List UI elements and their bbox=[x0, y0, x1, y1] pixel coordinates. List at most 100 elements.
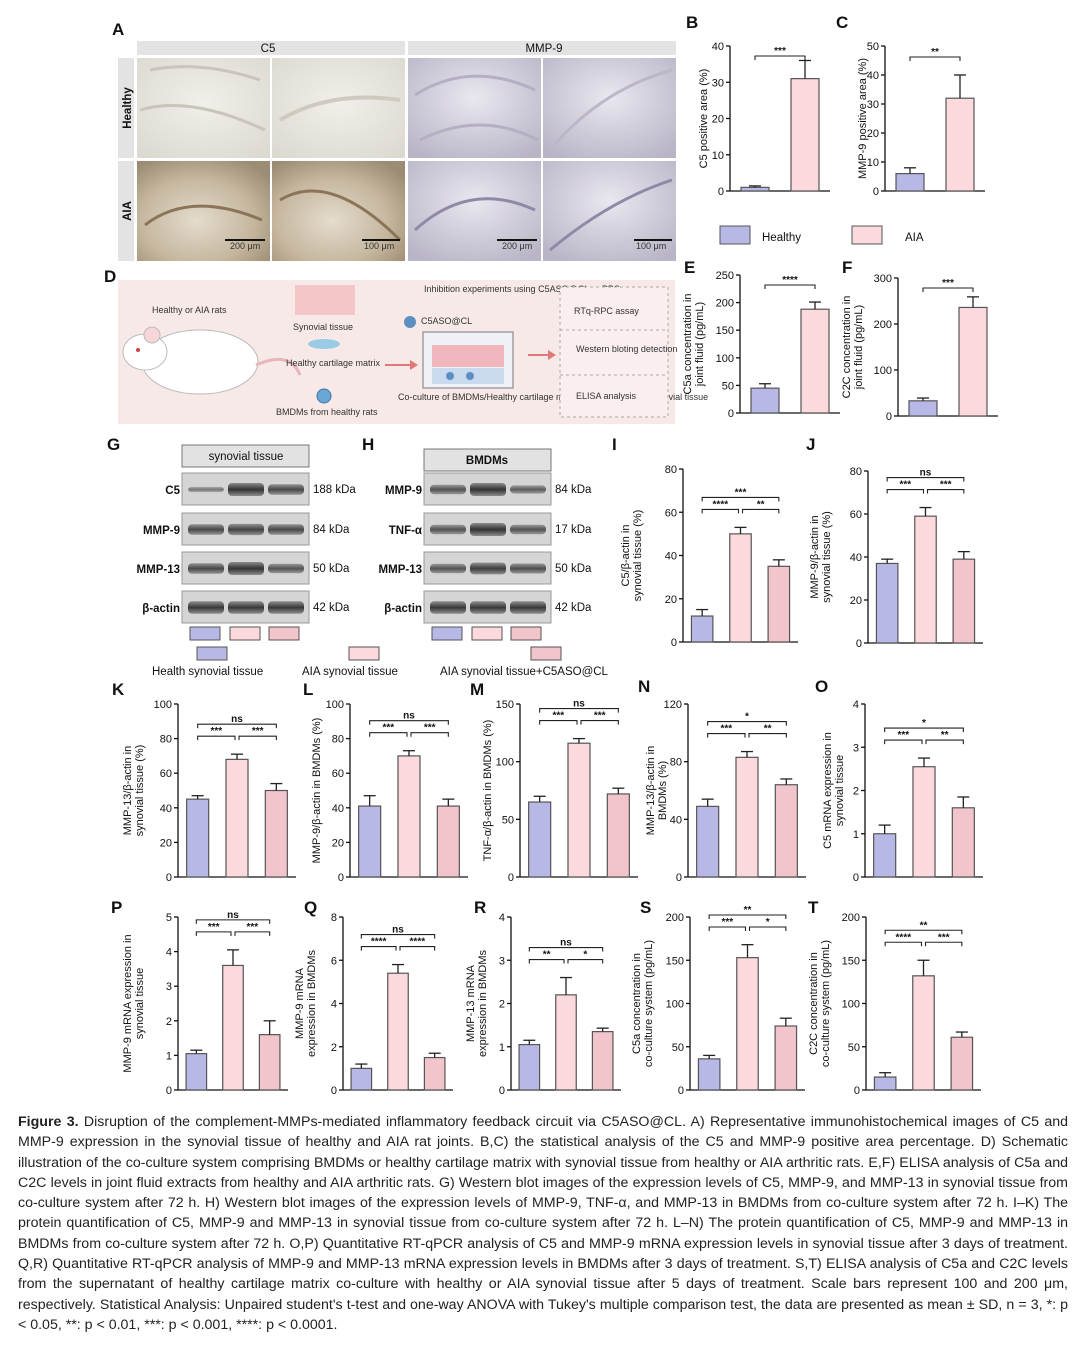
blot-header-label: BMDMs bbox=[466, 455, 508, 467]
panel-label-k: K bbox=[112, 680, 125, 699]
y-tick-label: 0 bbox=[338, 872, 344, 884]
y-tick-label: 0 bbox=[671, 637, 677, 649]
bar bbox=[873, 833, 897, 878]
significance-label: *** bbox=[252, 726, 264, 737]
header-bar-c5 bbox=[137, 41, 405, 55]
y-axis-label: C5/β-actin in bbox=[620, 525, 632, 587]
scale-bar-label: 100 μm bbox=[636, 241, 666, 251]
y-tick-label: 0 bbox=[718, 186, 724, 198]
significance-label: ** bbox=[941, 730, 949, 741]
chart-e: E 0 50 100 150 200 250 C5a concentration in join… bbox=[682, 258, 840, 420]
blot-band bbox=[430, 601, 466, 614]
panel-a: A C5 MMP-9 Healthy AIA 200 μm bbox=[112, 20, 676, 261]
significance-label: *** bbox=[382, 723, 394, 734]
chart-o: O 0 1 2 3 4 C5 mRNA expression in synovial tiss… bbox=[815, 677, 983, 884]
y-axis-label: co-culture system (pg/mL) bbox=[820, 940, 832, 1067]
y-tick-label: 0 bbox=[853, 872, 859, 884]
y-tick-label: 50 bbox=[672, 1042, 684, 1054]
bar bbox=[528, 801, 552, 878]
synovial-tissue-image bbox=[295, 285, 355, 315]
blot-band bbox=[268, 524, 304, 535]
y-axis-label: MMP-9/β-actin in BMDMs (%) bbox=[311, 718, 323, 864]
y-tick-label: 40 bbox=[665, 551, 677, 563]
chart-c: C 0 10 20 30 40 50 MMP-9 positive area (%) ** bbox=[836, 13, 985, 198]
significance-bracket bbox=[707, 733, 746, 738]
y-tick-label: 1 bbox=[499, 1042, 505, 1054]
label-synovial: Synovial tissue bbox=[293, 322, 353, 332]
bar bbox=[912, 766, 936, 878]
y-tick-label: 40 bbox=[160, 803, 172, 815]
y-axis-label: synovial tissue bbox=[134, 968, 146, 1040]
significance-bracket bbox=[884, 941, 923, 947]
y-axis-label: co-culture system (pg/mL) bbox=[643, 940, 655, 1067]
significance-bracket bbox=[707, 721, 787, 726]
y-tick-label: 2 bbox=[853, 786, 859, 798]
blot-band bbox=[510, 524, 546, 535]
bar bbox=[952, 558, 976, 644]
significance-label: *** bbox=[424, 723, 436, 734]
y-tick-label: 200 bbox=[874, 319, 892, 331]
label-assay-elisa: ELISA analysis bbox=[576, 391, 637, 401]
bar bbox=[945, 97, 975, 192]
y-tick-label: 20 bbox=[850, 595, 862, 607]
legend-swatch-healthy bbox=[719, 225, 751, 245]
panel-g: G synovial tissue C5 188 kDa MMP-9 84 kDa MM… bbox=[107, 435, 356, 624]
arrowhead-icon bbox=[410, 360, 418, 370]
chart-q: Q 0 2 4 6 8 MMP-9 mRNA expression in BMDMs ns ***… bbox=[294, 898, 453, 1097]
y-axis-label: TNF-α/β-actin in BMDMs (%) bbox=[482, 720, 494, 862]
scale-bar-label: 200 μm bbox=[502, 241, 532, 251]
blot-band bbox=[188, 486, 224, 493]
significance-bracket bbox=[884, 929, 963, 935]
legend-swatch-aia bbox=[851, 225, 883, 245]
bar bbox=[606, 793, 630, 878]
y-axis-label: joint fluid (pg/mL) bbox=[853, 305, 865, 390]
y-tick-label: 0 bbox=[331, 1085, 337, 1097]
y-axis-label: synovial tissue (%) bbox=[632, 510, 644, 602]
panel-label-o: O bbox=[815, 677, 828, 696]
ihc-aia-mmp9-low: 200 μm bbox=[408, 161, 541, 261]
bar bbox=[397, 755, 421, 878]
y-tick-label: 0 bbox=[854, 1085, 860, 1097]
blot-kda-label: 84 kDa bbox=[313, 524, 350, 536]
significance-label: *** bbox=[735, 487, 747, 498]
bar bbox=[767, 565, 791, 643]
bmdm-icon bbox=[316, 388, 332, 404]
blot-row-label: β-actin bbox=[384, 603, 422, 615]
ihc-healthy-c5-low bbox=[137, 58, 270, 158]
y-tick-label: 0 bbox=[166, 1085, 172, 1097]
blot-band bbox=[268, 484, 304, 495]
bar bbox=[591, 1031, 614, 1091]
aso-icon bbox=[404, 316, 416, 328]
bar bbox=[800, 308, 830, 414]
significance-label: **** bbox=[371, 937, 387, 948]
bar bbox=[567, 742, 591, 878]
y-axis-label: MMP-9 positive area (%) bbox=[857, 58, 869, 179]
blot-band bbox=[510, 601, 546, 614]
significance-label: ns bbox=[560, 938, 572, 949]
panel-label-e: E bbox=[684, 258, 695, 277]
significance-label: *** bbox=[899, 480, 911, 491]
bar bbox=[518, 1043, 541, 1091]
blot-row-label: C5 bbox=[165, 485, 180, 497]
blot-band bbox=[430, 484, 466, 495]
label-cartilage: Healthy cartilage matrix bbox=[286, 358, 381, 368]
culture-dish bbox=[422, 331, 514, 389]
label-assay-rtqpcr: RTq-RPC assay bbox=[574, 306, 639, 316]
bar bbox=[358, 805, 382, 878]
chart-k: K 0 20 40 60 80 100 MMP-13/β-actin in synovial t… bbox=[112, 680, 296, 884]
blot-kda-label: 188 kDa bbox=[313, 484, 356, 496]
blot-band bbox=[510, 563, 546, 574]
significance-bracket bbox=[360, 934, 436, 939]
significance-bracket bbox=[197, 723, 277, 729]
y-tick-label: 30 bbox=[712, 77, 724, 89]
y-tick-label: 20 bbox=[665, 594, 677, 606]
legend-mid: Health synovial tissue AIA synovial tiss… bbox=[152, 626, 609, 678]
blot-row-label: MMP-9 bbox=[385, 485, 422, 497]
western-blot-synovial: C5 188 kDa MMP-9 84 kDa MMP-13 50 kDa β-actin 4… bbox=[137, 472, 356, 624]
scale-bar-label: 200 μm bbox=[230, 241, 260, 251]
y-tick-label: 10 bbox=[712, 150, 724, 162]
bar bbox=[350, 1067, 373, 1091]
significance-bracket bbox=[701, 496, 780, 502]
blot-row-label: MMP-13 bbox=[137, 564, 180, 576]
